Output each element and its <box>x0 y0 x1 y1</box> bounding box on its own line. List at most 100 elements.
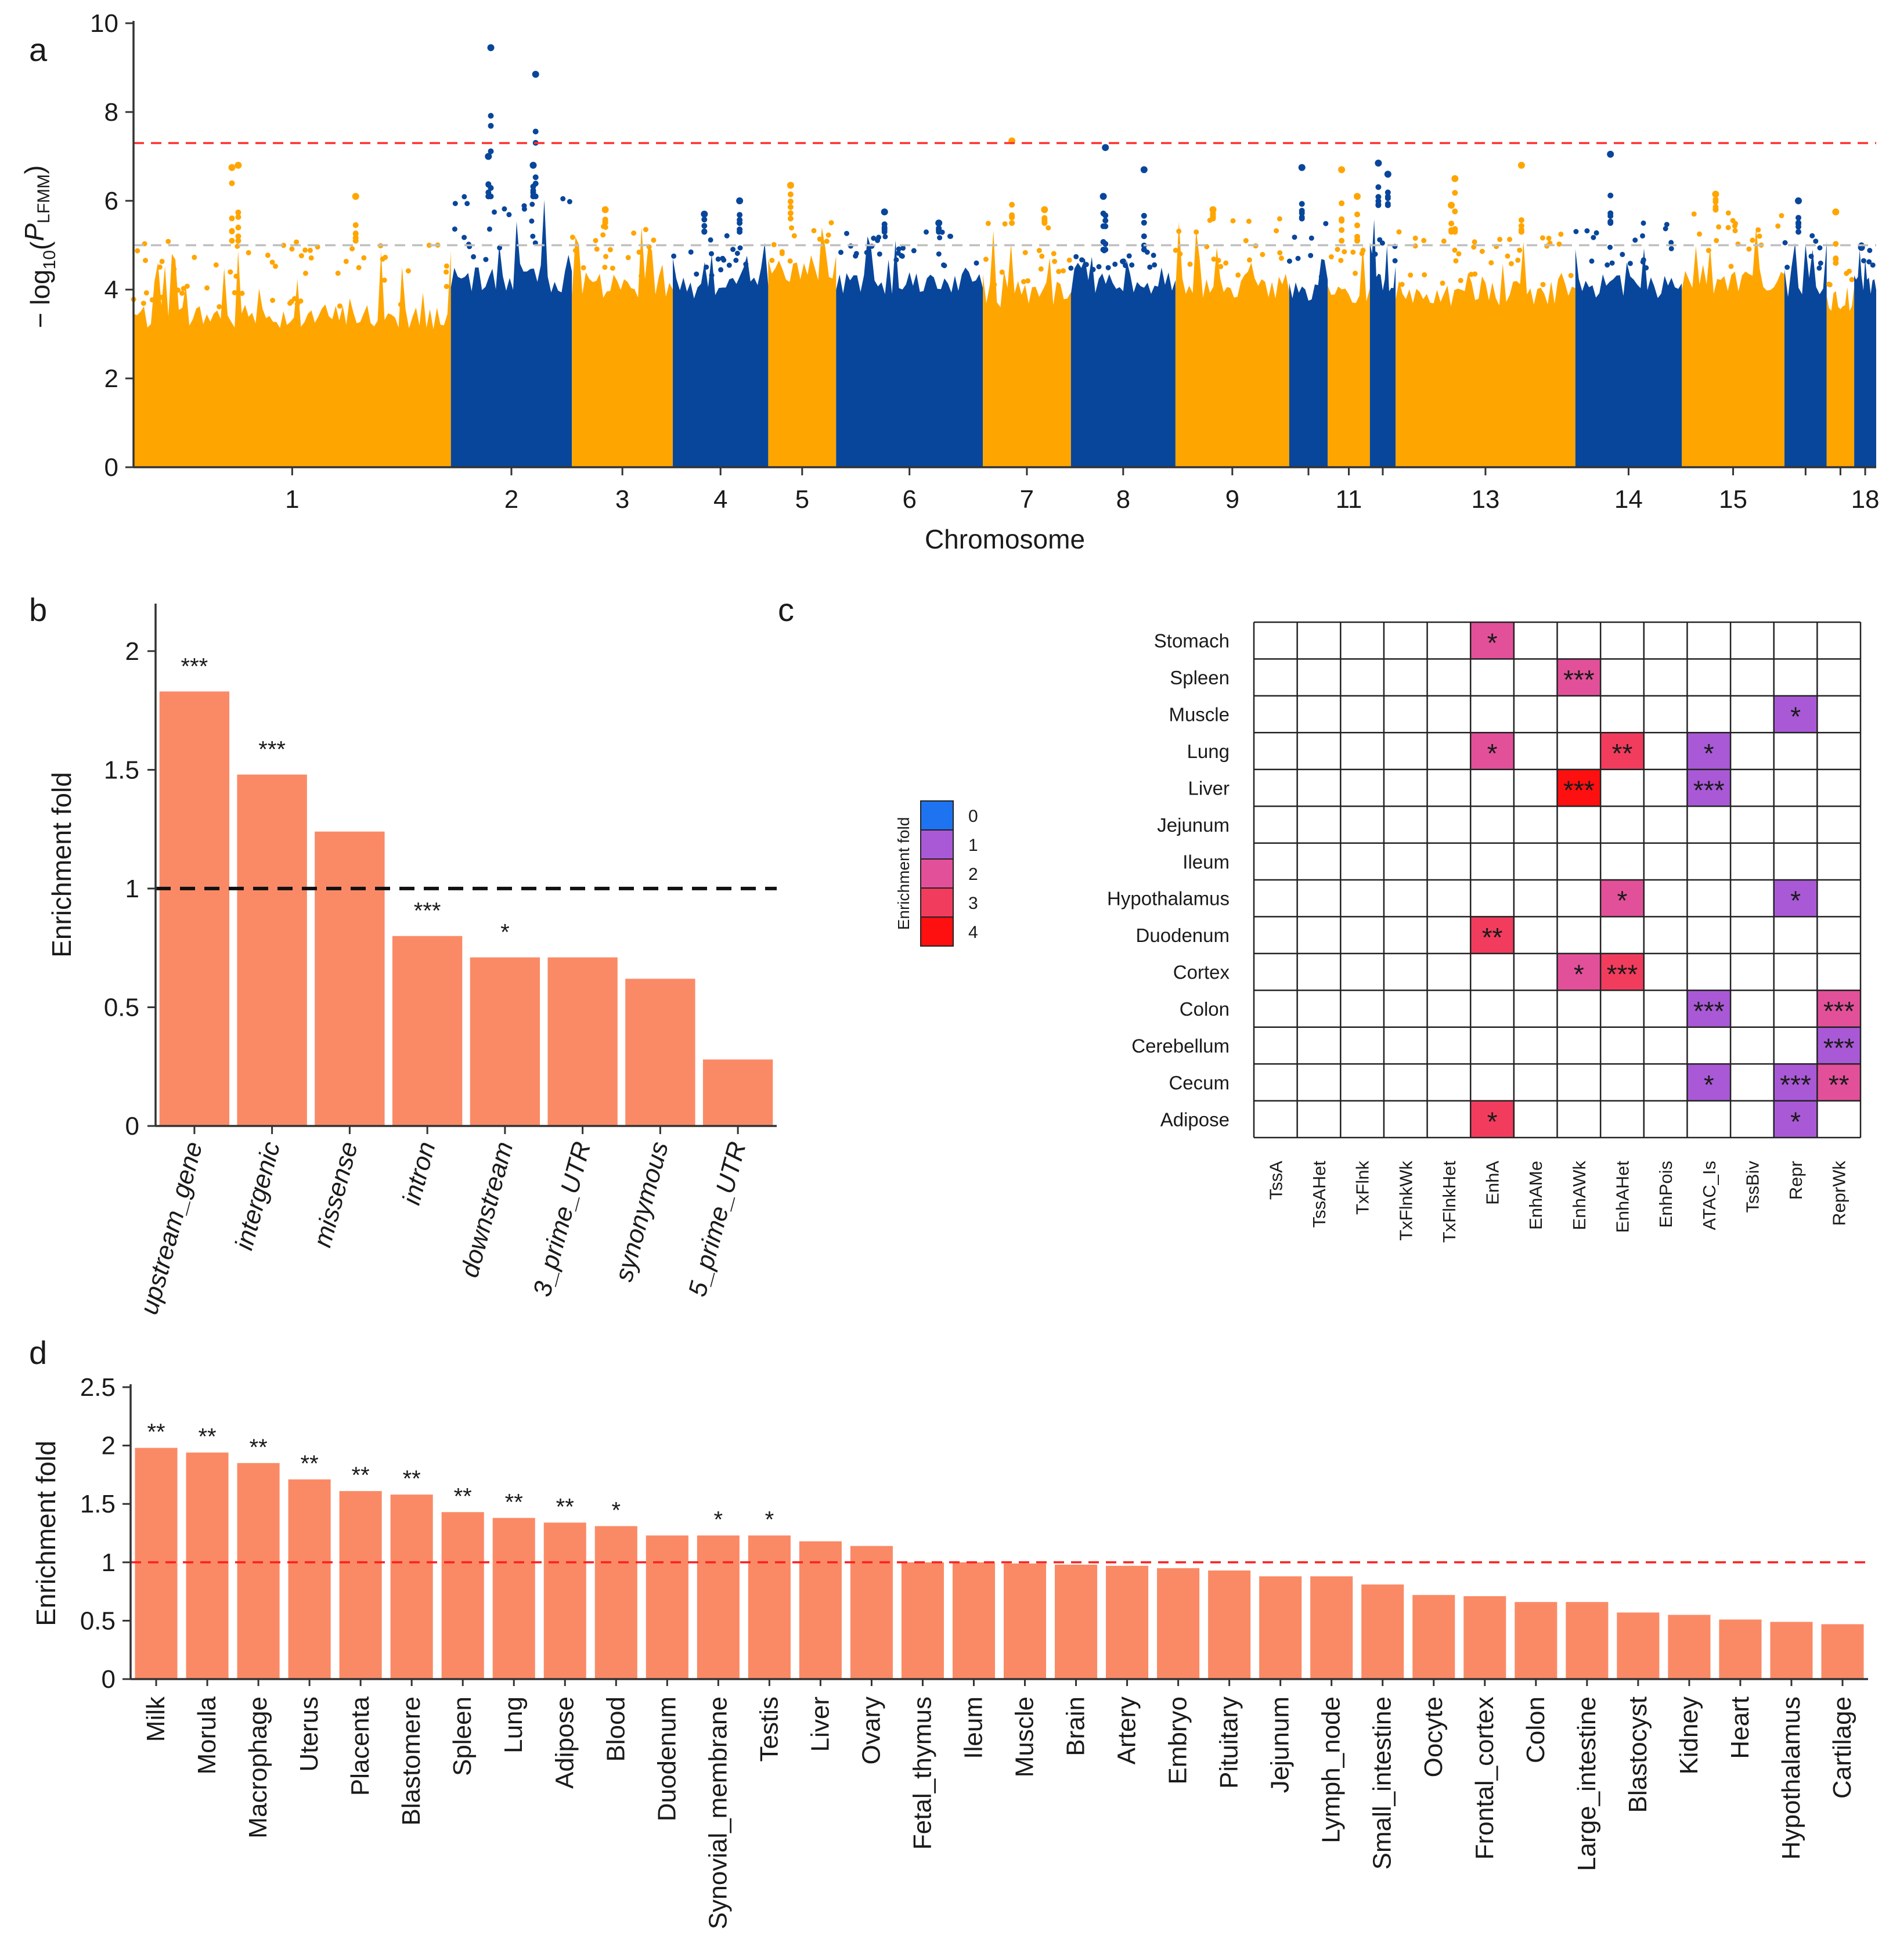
panel-a-ytick-label-6: 6 <box>104 187 118 215</box>
panel-a-snp-point <box>779 251 785 257</box>
panel-a-snp-point <box>1589 258 1595 264</box>
panel-a-snp-point <box>281 243 286 248</box>
panel-c-cell-significance-cerebellum-reprwk: *** <box>1823 1033 1855 1063</box>
panel-a-snp-point <box>229 180 235 186</box>
panel-a-ylabel-ylabel-prefix: − log <box>25 269 55 328</box>
panel-a-snp-point <box>936 251 942 257</box>
panel-a-snp-point <box>787 204 794 210</box>
panel-a-snp-point <box>1339 216 1345 222</box>
panel-a-snp-point <box>1056 269 1062 275</box>
panel-a-snp-point <box>1816 265 1822 271</box>
panel-a-chromosome-14-snp-mass <box>1575 248 1682 467</box>
panel-a-xtick-label-11: 11 <box>1336 485 1362 514</box>
panel-c-cell-significance-cecum-atac-is: * <box>1704 1070 1714 1100</box>
panel-a-snp-point <box>1809 233 1815 239</box>
panel-c-cell-significance-hypothalamus-repr: * <box>1790 886 1801 916</box>
panel-a-snp-point <box>1607 218 1614 225</box>
panel-a-snp-point <box>1584 228 1590 234</box>
panel-a-snp-point <box>1075 267 1081 273</box>
panel-a-snp-point <box>175 287 181 293</box>
panel-a-snp-point <box>1452 190 1458 196</box>
panel-a-ytick-label-2: 2 <box>104 364 118 393</box>
panel-a-snp-point <box>1593 230 1599 236</box>
panel-c-cell-significance-hypothalamus-enhahet: * <box>1617 886 1628 916</box>
panel-a-snp-point <box>235 237 241 244</box>
panel-a-snp-point <box>1497 237 1503 242</box>
panel-a-snp-point <box>1308 252 1314 258</box>
panel-d-xtick-label-pituitary: Pituitary <box>1215 1696 1243 1789</box>
panel-a-snp-point <box>1299 210 1305 216</box>
panel-a-xtick-label-15: 15 <box>1719 485 1747 514</box>
panel-a-snp-point <box>159 258 165 264</box>
panel-d-bar-macrophage <box>237 1463 280 1679</box>
panel-c-cell-significance-lung-enha: * <box>1487 738 1498 768</box>
panel-c-chromatin-state-heatmap: c****** ** **** **** **** ****** ******* *** ***… <box>778 591 1862 1243</box>
panel-d-xtick-label-morula: Morula <box>193 1696 221 1774</box>
panel-a-snp-point <box>1517 247 1523 253</box>
panel-a-snp-point <box>1187 261 1193 267</box>
panel-a-snp-point <box>1518 217 1524 223</box>
panel-a-top-snp-8-2 <box>1099 193 1107 200</box>
panel-a-snp-point <box>233 273 239 279</box>
panel-a-snp-point <box>1323 221 1329 226</box>
panel-a-snp-point <box>1668 240 1674 246</box>
panel-c-row-label-duodenum: Duodenum <box>1136 925 1230 946</box>
panel-a-top-snp-15-0 <box>1712 190 1719 198</box>
panel-d-bar-muscle <box>1003 1563 1047 1679</box>
panel-a-snp-point <box>701 216 708 223</box>
panel-d-bar-placenta <box>339 1491 382 1679</box>
panel-d-ytick-label-0-5: 0.5 <box>80 1607 116 1635</box>
panel-c-cell-muscle-repr <box>1773 695 1818 733</box>
panel-b-significance-downstream: * <box>500 920 510 945</box>
panel-a-letter: a <box>29 31 48 68</box>
panel-c-letter: c <box>778 591 794 628</box>
panel-a-chromosome-15-snp-mass <box>1682 226 1784 467</box>
panel-d-bar-duodenum <box>646 1535 688 1679</box>
panel-a-snp-point <box>1697 231 1702 237</box>
panel-a-snp-point <box>452 201 458 207</box>
panel-a-snp-point <box>743 261 749 267</box>
panel-a-chromosome-16-snp-mass <box>1784 241 1827 467</box>
panel-d-bar-jejunum <box>1259 1576 1302 1679</box>
panel-d-xtick-label-blastocyst: Blastocyst <box>1624 1696 1652 1813</box>
panel-a-snp-point <box>733 258 739 263</box>
panel-a-snp-point <box>1274 228 1279 234</box>
panel-a-snp-point <box>1458 277 1463 283</box>
panel-a-snp-point <box>213 262 219 268</box>
panel-a-snp-point <box>567 198 572 204</box>
panel-a-top-snp-12-0 <box>1375 160 1382 167</box>
panel-a-snp-point <box>488 122 494 129</box>
panel-b-bar-missense <box>315 831 385 1126</box>
panel-a-snp-point <box>294 239 300 245</box>
panel-a-snp-point <box>165 239 171 244</box>
panel-a-snp-point <box>1817 245 1823 251</box>
panel-a-snp-point <box>1335 247 1340 252</box>
panel-c-row-label-liver: Liver <box>1188 777 1230 799</box>
panel-c-cell-liver-atac-is <box>1687 769 1731 807</box>
panel-a-snp-point <box>235 210 241 215</box>
panel-a-snp-point <box>1452 208 1458 215</box>
panel-a-xtick-label-8: 8 <box>1116 485 1130 514</box>
panel-d-bar-artery <box>1106 1565 1149 1679</box>
panel-d-bar-embryo <box>1157 1568 1200 1679</box>
panel-a-snp-point <box>1083 262 1089 268</box>
panel-a-snp-point <box>1375 194 1382 200</box>
panel-a-snp-point <box>1755 227 1761 233</box>
panel-a-snp-point <box>1066 257 1072 263</box>
panel-a-snp-point <box>1779 213 1784 218</box>
panel-a-snp-point <box>530 183 536 190</box>
panel-a-snp-point <box>1448 227 1455 233</box>
panel-d-ytick-label-0: 0 <box>102 1665 116 1694</box>
panel-c-cell-significance-colon-atac-is: *** <box>1693 996 1725 1026</box>
panel-a-snp-point <box>1818 261 1823 266</box>
panel-d-bar-oocyte <box>1412 1595 1455 1679</box>
panel-a-snp-point <box>444 269 449 275</box>
panel-a-snp-point <box>1223 260 1229 266</box>
panel-a-top-snp-11-0 <box>1338 166 1346 174</box>
panel-c-row-label-muscle: Muscle <box>1169 704 1230 725</box>
panel-a-snp-point <box>737 226 743 233</box>
panel-a-snp-point <box>1505 253 1510 259</box>
panel-a-snp-point <box>1607 192 1614 198</box>
